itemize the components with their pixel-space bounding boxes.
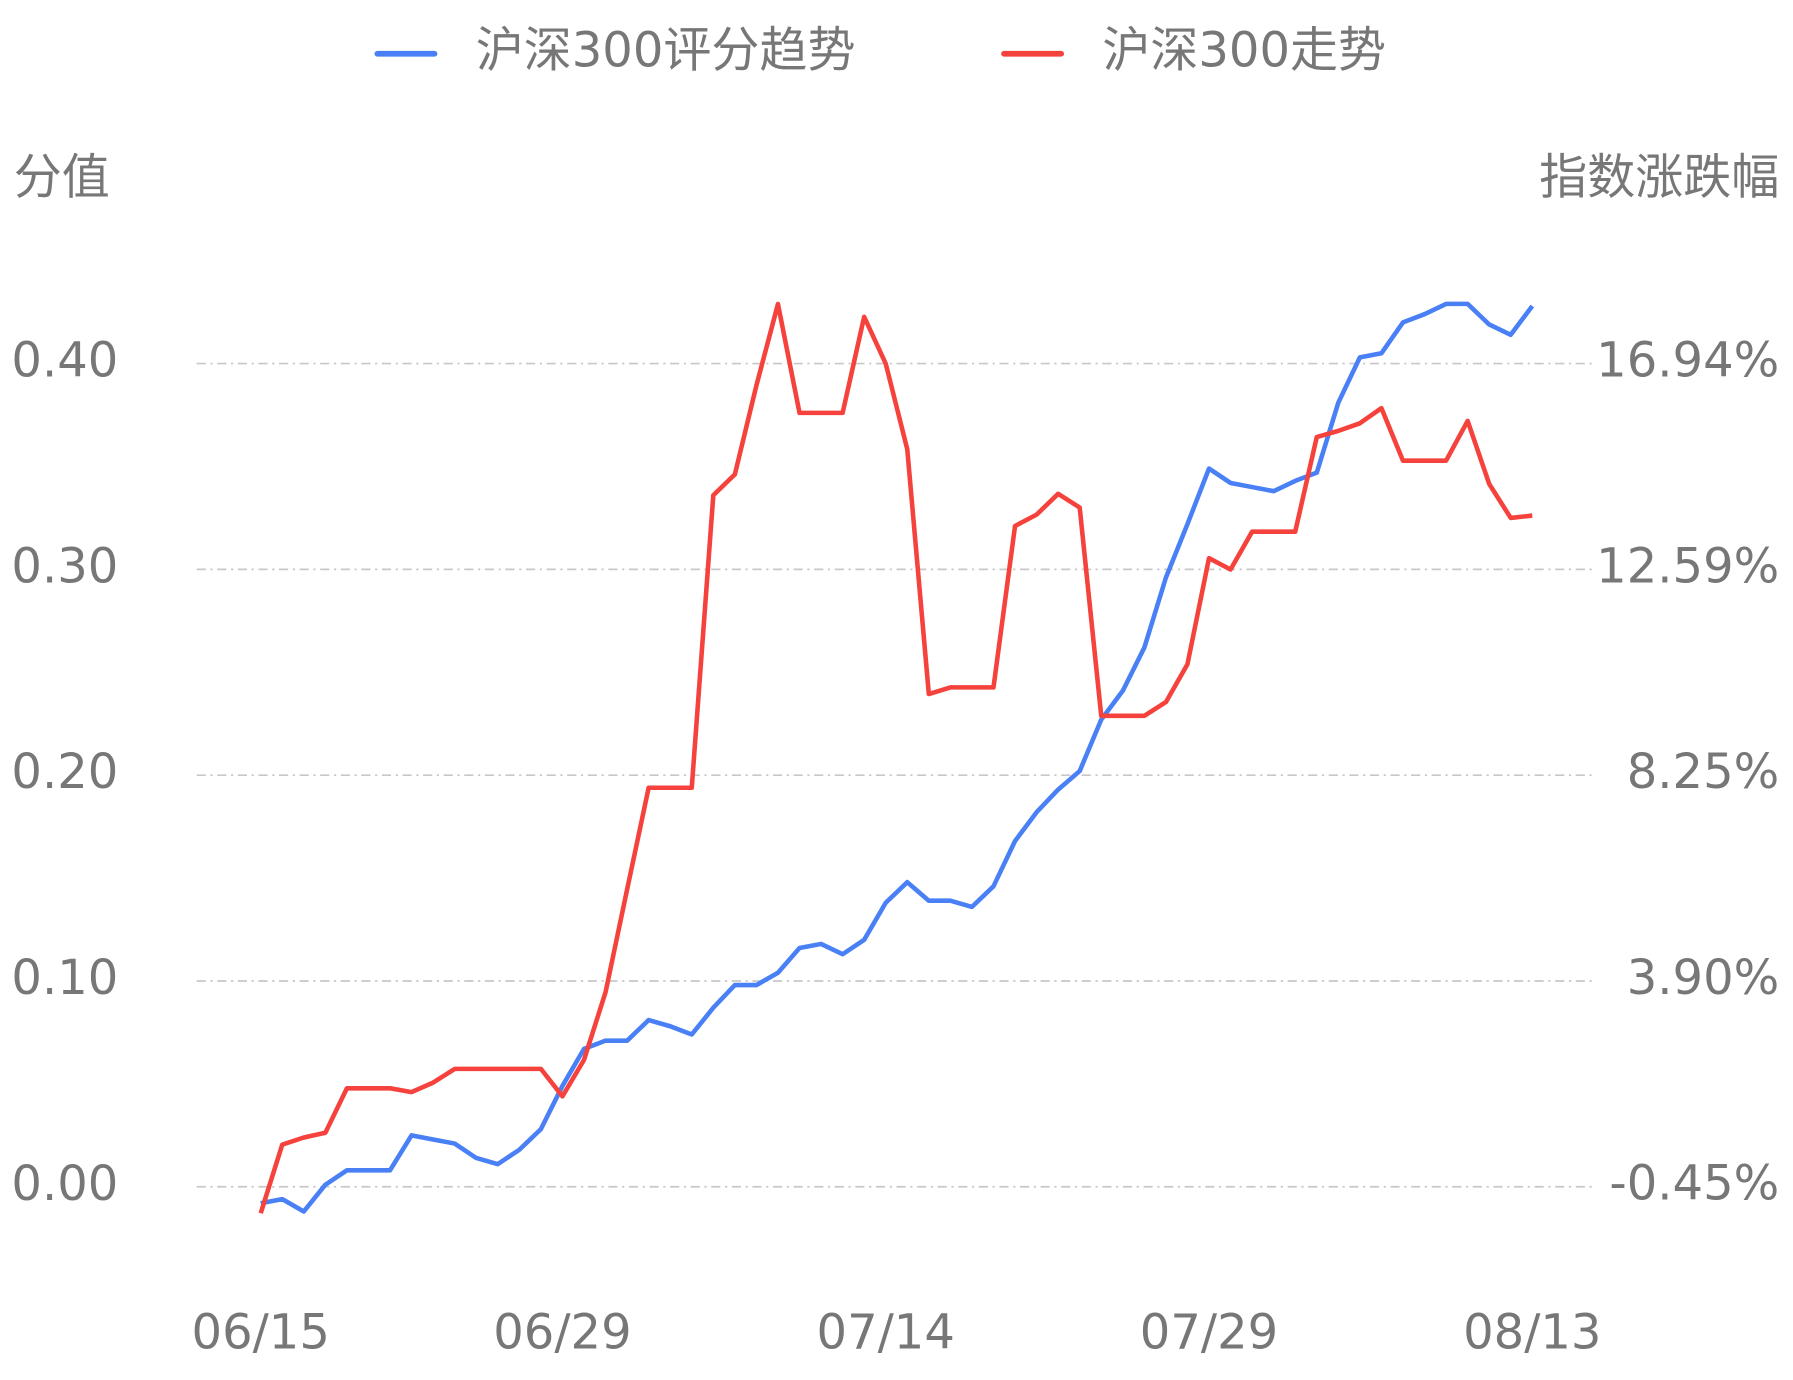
x-tick-label: 06/15 bbox=[192, 1304, 330, 1360]
legend-label: 沪深300走势 bbox=[1102, 23, 1386, 79]
x-tick-label: 06/29 bbox=[493, 1304, 631, 1360]
y2-tick-label: 12.59% bbox=[1596, 539, 1779, 595]
y2-tick-label: 8.25% bbox=[1627, 744, 1780, 800]
series-line bbox=[260, 301, 1535, 1214]
y2-tick-label: -0.45% bbox=[1609, 1156, 1779, 1212]
y-axis-title: 分值 bbox=[14, 150, 110, 206]
y-tick-label: 0.00 bbox=[11, 1156, 118, 1212]
y2-tick-label: 16.94% bbox=[1596, 333, 1779, 389]
x-tick-label: 08/13 bbox=[1463, 1304, 1601, 1360]
y-tick-label: 0.30 bbox=[11, 538, 118, 594]
y2-tick-label: 3.90% bbox=[1627, 950, 1780, 1006]
y2-axis-title: 指数涨跌幅 bbox=[1539, 150, 1779, 206]
legend-label: 沪深300评分趋势 bbox=[476, 23, 856, 79]
y-tick-label: 0.40 bbox=[11, 333, 118, 389]
x-tick-label: 07/14 bbox=[817, 1304, 955, 1360]
x-tick-label: 07/29 bbox=[1140, 1304, 1278, 1360]
y-tick-label: 0.10 bbox=[11, 950, 118, 1006]
series-line bbox=[258, 301, 1533, 1214]
y-tick-label: 0.20 bbox=[11, 744, 118, 800]
